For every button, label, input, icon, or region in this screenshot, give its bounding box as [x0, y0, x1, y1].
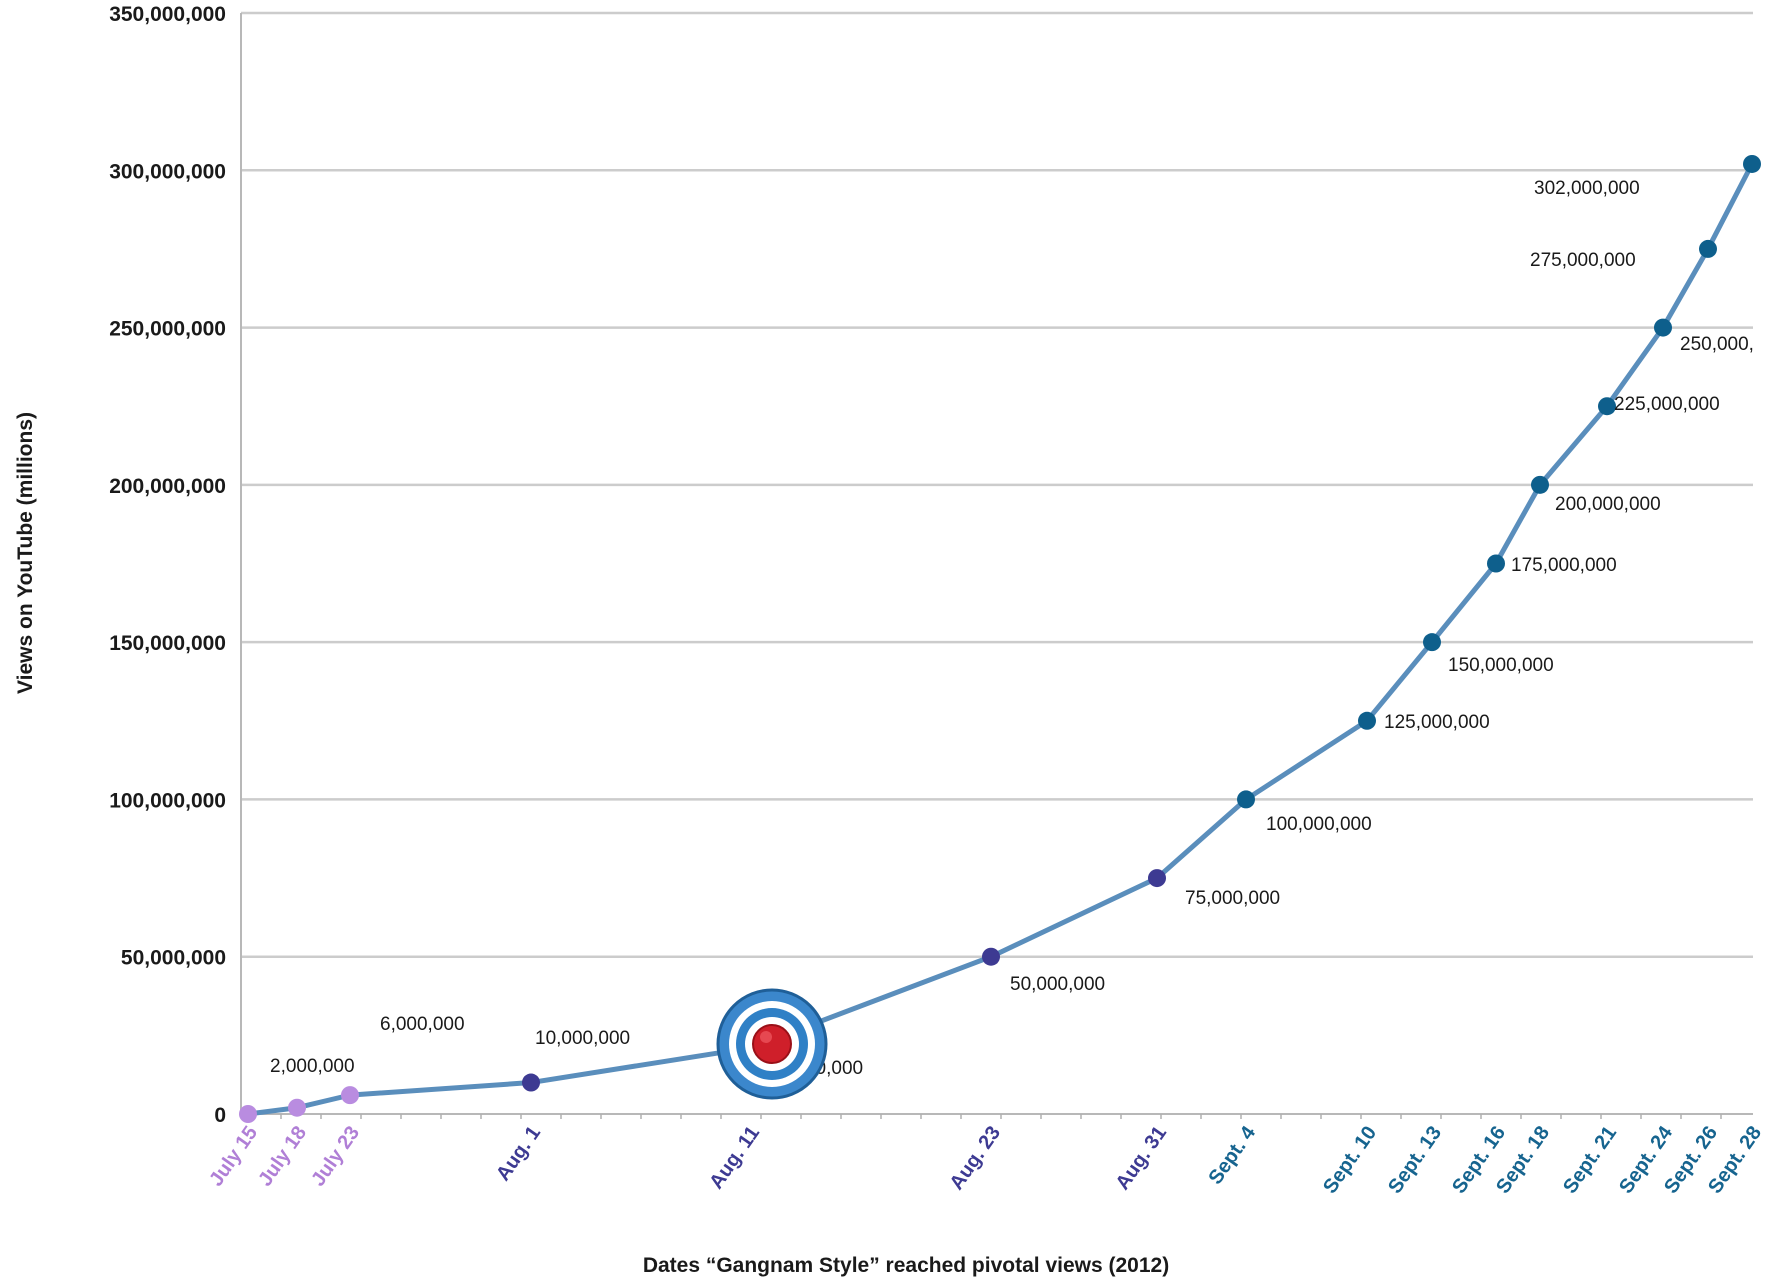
data-label: 150,000,000 — [1448, 655, 1554, 676]
x-tick-label: July 18 — [254, 1122, 311, 1190]
y-tick-label: 150,000,000 — [109, 632, 226, 655]
data-point — [982, 947, 1000, 966]
y-tick-label: 250,000,000 — [109, 318, 226, 341]
x-tick-label: July 15 — [205, 1122, 262, 1190]
data-label: 302,000,000 — [1534, 178, 1640, 199]
data-point — [1487, 554, 1505, 573]
y-tick-label: 100,000,000 — [109, 789, 226, 812]
data-point — [1237, 790, 1255, 809]
y-tick-label: 200,000,000 — [109, 475, 226, 498]
data-point — [1743, 154, 1761, 173]
x-tick-label: Aug. 11 — [705, 1122, 764, 1193]
data-point — [1699, 239, 1717, 258]
data-point — [1531, 475, 1549, 494]
data-point — [239, 1105, 257, 1123]
data-label: 250,000, — [1680, 334, 1754, 355]
data-label: 275,000,000 — [1530, 250, 1636, 271]
y-tick-label: 350,000,000 — [109, 3, 226, 26]
y-tick-label: 0 — [214, 1104, 226, 1127]
data-point — [288, 1098, 306, 1117]
data-label: 100,000,000 — [1266, 814, 1372, 835]
data-point — [1654, 318, 1672, 337]
x-tick-label: Sept. 10 — [1319, 1122, 1381, 1197]
data-point — [1358, 711, 1376, 730]
data-label: 10,000,000 — [535, 1028, 630, 1049]
y-tick-label: 50,000,000 — [121, 947, 226, 970]
x-axis-label: Dates “Gangnam Style” reached pivotal vi… — [643, 1254, 1169, 1277]
data-label: 75,000,000 — [1185, 888, 1280, 909]
data-label: 125,000,000 — [1384, 712, 1490, 733]
data-point — [1598, 397, 1616, 416]
x-tick-label: Aug. 23 — [946, 1122, 1005, 1194]
data-point — [341, 1086, 359, 1105]
series-line — [245, 161, 1755, 1117]
x-tick-label: Aug. 1 — [492, 1122, 545, 1185]
data-labels: 2,000,0006,000,00010,000,00021,000,00050… — [270, 178, 1754, 1079]
target-highlight — [760, 1031, 772, 1043]
series-polyline — [245, 161, 1755, 1117]
x-tick-label: Sept. 4 — [1204, 1122, 1260, 1189]
data-label: 6,000,000 — [380, 1014, 465, 1035]
x-tick-label: Sept. 21 — [1559, 1122, 1621, 1197]
target-annotation — [716, 988, 828, 1100]
data-label: 2,000,000 — [270, 1056, 355, 1077]
target-bullseye — [752, 1024, 792, 1064]
y-axis: 0 50,000,000 100,000,000 150,000,000 200,000… — [109, 3, 242, 1127]
data-label: 225,000,000 — [1614, 394, 1720, 415]
y-axis-label: Views on YouTube (millions) — [14, 412, 37, 694]
data-label: 175,000,000 — [1511, 555, 1617, 576]
data-point — [1423, 633, 1441, 652]
y-tick-label: 300,000,000 — [109, 160, 226, 183]
x-tick-label: Sept. 13 — [1384, 1122, 1446, 1197]
data-point — [522, 1073, 540, 1092]
x-tick-label: July 23 — [307, 1122, 364, 1190]
data-point — [1148, 869, 1166, 888]
data-label: 50,000,000 — [1010, 974, 1105, 995]
x-tick-label: Aug. 31 — [1112, 1122, 1171, 1194]
data-points — [239, 154, 1761, 1123]
data-label: 200,000,000 — [1555, 494, 1661, 515]
gridlines — [241, 11, 1753, 958]
